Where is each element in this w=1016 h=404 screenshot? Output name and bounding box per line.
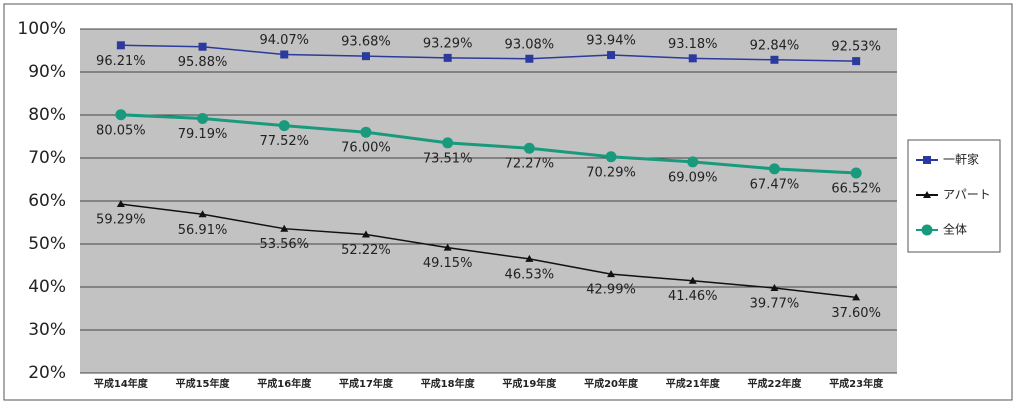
- data-label: 69.09%: [668, 170, 718, 185]
- data-label: 80.05%: [96, 123, 146, 138]
- marker: [116, 41, 125, 50]
- data-label: 72.27%: [505, 157, 555, 172]
- marker: [852, 57, 861, 66]
- legend-marker: [921, 224, 933, 236]
- marker: [525, 54, 534, 63]
- y-tick-label: 70%: [28, 148, 66, 168]
- marker: [115, 109, 127, 121]
- y-tick-label: 90%: [28, 62, 66, 82]
- data-label: 42.99%: [586, 283, 636, 298]
- marker: [198, 210, 207, 218]
- data-label: 53.56%: [259, 237, 309, 252]
- marker: [361, 52, 370, 61]
- x-tick-label: 平成19年度: [502, 377, 557, 390]
- data-label: 96.21%: [96, 54, 146, 69]
- legend-label: 一軒家: [943, 152, 979, 167]
- data-label: 67.47%: [750, 177, 800, 192]
- marker: [443, 243, 452, 251]
- x-tick-label: 平成16年度: [257, 377, 312, 390]
- marker: [688, 276, 697, 284]
- marker: [442, 137, 454, 149]
- data-label: 92.84%: [750, 38, 800, 53]
- marker: [605, 151, 617, 163]
- marker: [116, 200, 125, 208]
- data-label: 41.46%: [668, 289, 718, 304]
- marker: [850, 167, 862, 179]
- marker: [688, 54, 697, 63]
- line: [120, 203, 857, 299]
- data-label: 52.22%: [341, 243, 391, 258]
- y-tick-label: 30%: [28, 320, 66, 340]
- marker: [280, 50, 289, 59]
- x-tick-label: 平成17年度: [339, 377, 394, 390]
- marker: [197, 112, 209, 124]
- data-label: 46.53%: [505, 267, 555, 282]
- x-tick-label: 平成14年度: [94, 377, 149, 390]
- x-tick-label: 平成20年度: [584, 377, 639, 390]
- data-label: 66.52%: [831, 181, 881, 196]
- data-label: 70.29%: [586, 165, 636, 180]
- marker: [523, 142, 535, 154]
- data-label: 93.08%: [505, 37, 555, 52]
- y-tick-label: 40%: [28, 277, 66, 297]
- data-label: 93.68%: [341, 35, 391, 50]
- data-label: 49.15%: [423, 256, 473, 271]
- data-label: 77.52%: [259, 134, 309, 149]
- data-label: 93.29%: [423, 36, 473, 51]
- marker: [198, 42, 207, 51]
- x-tick-label: 平成23年度: [829, 377, 884, 390]
- marker: [443, 53, 452, 62]
- legend-marker: [923, 156, 931, 164]
- marker: [607, 270, 616, 278]
- marker: [278, 120, 290, 132]
- data-label: 93.18%: [668, 37, 718, 52]
- marker: [852, 293, 861, 301]
- data-label: 37.60%: [831, 306, 881, 321]
- x-tick-label: 平成15年度: [176, 377, 231, 390]
- legend-label: アパート: [943, 188, 991, 202]
- line: [120, 44, 857, 62]
- legend-label: 全体: [943, 222, 967, 237]
- marker: [687, 156, 699, 168]
- marker: [770, 283, 779, 291]
- y-tick-label: 50%: [28, 234, 66, 254]
- data-label: 93.94%: [586, 34, 636, 49]
- marker: [280, 224, 289, 232]
- marker: [768, 163, 780, 175]
- x-tick-label: 平成21年度: [666, 377, 721, 390]
- y-tick-label: 20%: [28, 363, 66, 383]
- data-label: 95.88%: [178, 55, 228, 70]
- legend-marker: [923, 191, 931, 198]
- data-label: 59.29%: [96, 213, 146, 228]
- marker: [525, 254, 534, 262]
- y-tick-label: 60%: [28, 191, 66, 211]
- marker: [770, 55, 779, 64]
- marker: [607, 51, 616, 60]
- x-tick-label: 平成22年度: [747, 377, 802, 390]
- marker: [360, 126, 372, 138]
- data-label: 73.51%: [423, 151, 473, 166]
- data-label: 94.07%: [259, 33, 309, 48]
- data-label: 39.77%: [750, 296, 800, 311]
- y-tick-label: 100%: [17, 19, 66, 39]
- marker: [361, 230, 370, 238]
- y-tick-label: 80%: [28, 105, 66, 125]
- data-label: 79.19%: [178, 127, 228, 142]
- line: [120, 113, 857, 175]
- data-label: 76.00%: [341, 141, 391, 156]
- data-label: 92.53%: [831, 40, 881, 55]
- data-label: 56.91%: [178, 223, 228, 238]
- x-tick-label: 平成18年度: [421, 377, 476, 390]
